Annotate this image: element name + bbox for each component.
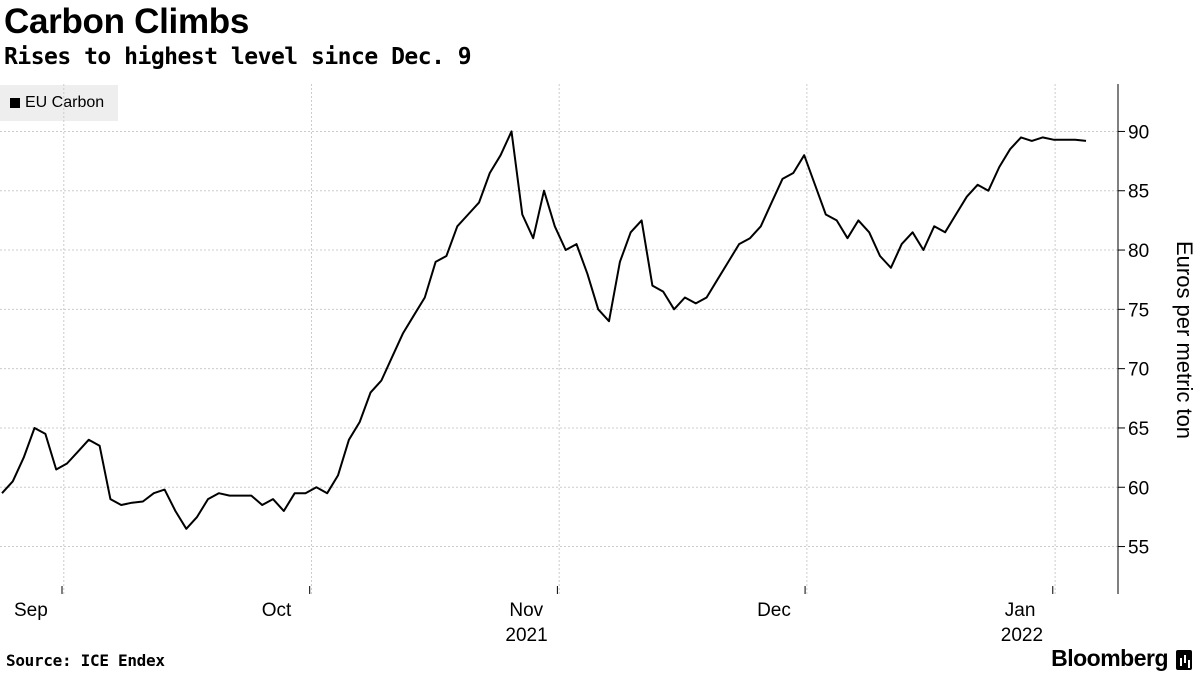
y-tick-label: 85 xyxy=(1128,182,1149,203)
chart-subtitle: Rises to highest level since Dec. 9 xyxy=(4,44,472,70)
y-tick-label: 55 xyxy=(1128,538,1149,559)
x-tick-label: Dec xyxy=(757,600,791,621)
source-note: Source: ICE Endex xyxy=(6,651,165,670)
y-tick-label: 90 xyxy=(1128,122,1149,143)
x-year-label: 2021 xyxy=(505,625,547,646)
x-tick-label: Nov xyxy=(509,600,543,621)
legend: EU Carbon xyxy=(0,85,118,121)
series-line-eu-carbon xyxy=(1,130,1087,530)
legend-swatch xyxy=(10,98,20,108)
bloomberg-logo: Bloomberg xyxy=(1051,645,1168,671)
y-tick-label: 60 xyxy=(1128,478,1149,499)
chart-title: Carbon Climbs xyxy=(4,2,250,41)
x-tick-label: Jan xyxy=(1005,600,1036,621)
y-tick-label: 70 xyxy=(1128,360,1149,381)
x-tick-label: Oct xyxy=(262,600,292,621)
x-year-label: 2022 xyxy=(1001,625,1043,646)
y-tick-label: 80 xyxy=(1128,241,1149,262)
legend-label: EU Carbon xyxy=(25,94,105,111)
y-axis-title: Euros per metric ton xyxy=(1172,241,1197,439)
y-tick-label: 65 xyxy=(1128,419,1149,440)
bloomberg-terminal-icon xyxy=(1176,650,1192,670)
x-tick-label: Sep xyxy=(14,600,48,621)
y-tick-label: 75 xyxy=(1128,300,1149,321)
